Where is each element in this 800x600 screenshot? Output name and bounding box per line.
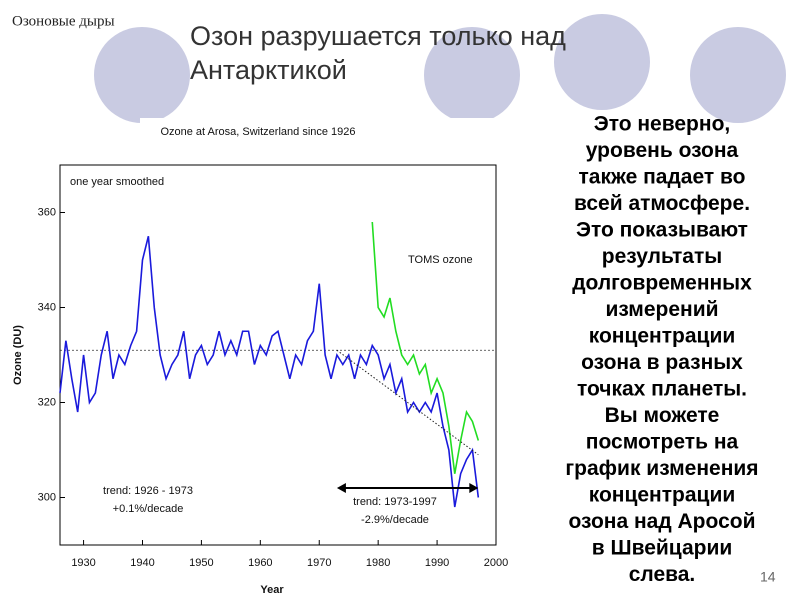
plot-frame xyxy=(59,164,497,546)
annotation: +0.1%/decade xyxy=(113,503,184,515)
body-line: всей атмосфере. xyxy=(574,192,750,215)
body-line: посмотреть на xyxy=(586,431,739,454)
slide-title: Антарктикой xyxy=(190,55,347,85)
body-line: Это неверно, xyxy=(594,113,730,136)
x-tick-label: 1940 xyxy=(130,557,154,569)
body-line: в Швейцарии xyxy=(592,537,733,560)
y-tick-label: 340 xyxy=(38,301,56,313)
annotation: one year smoothed xyxy=(70,176,164,188)
x-label: Year xyxy=(260,584,284,596)
y-tick-label: 320 xyxy=(38,396,56,408)
x-tick-label: 1960 xyxy=(248,557,272,569)
series-line xyxy=(371,221,480,474)
x-tick-label: 1950 xyxy=(189,557,213,569)
chart-title: Ozone at Arosa, Switzerland since 1926 xyxy=(160,126,355,138)
body-line: долговременных xyxy=(572,272,752,295)
body-line: озона в разных xyxy=(581,351,743,374)
y-tick-label: 300 xyxy=(38,491,56,503)
body-line: точках планеты. xyxy=(577,378,747,401)
y-label: Ozone (DU) xyxy=(12,325,24,385)
body-line: уровень озона xyxy=(586,139,739,162)
body-line: измерений xyxy=(605,298,718,321)
body-line: результаты xyxy=(602,245,722,268)
y-tick-label: 360 xyxy=(38,206,56,218)
body-line: слева. xyxy=(629,563,696,586)
x-tick-label: 1990 xyxy=(425,557,449,569)
body-line: график изменения xyxy=(565,457,758,480)
body-line: также падает во xyxy=(579,166,746,189)
body-line: озона над Аросой xyxy=(569,510,756,533)
page-number: 14 xyxy=(760,569,776,585)
annotation: -2.9%/decade xyxy=(361,514,429,526)
body-line: Вы можете xyxy=(605,404,720,427)
x-tick-label: 1930 xyxy=(71,557,95,569)
x-tick-label: 1980 xyxy=(366,557,390,569)
section: Озоновые дыры xyxy=(12,13,115,29)
annotation: TOMS ozone xyxy=(408,254,473,266)
x-tick-label: 1970 xyxy=(307,557,331,569)
x-tick-label: 2000 xyxy=(484,557,508,569)
annotation: trend: 1973-1997 xyxy=(353,496,437,508)
decor xyxy=(94,14,786,123)
body-line: концентрации xyxy=(589,325,736,348)
body-line: Это показывают xyxy=(576,219,748,242)
slide-title: Озон разрушается только над xyxy=(190,21,566,51)
body-line: концентрации xyxy=(589,484,736,507)
annotation: trend: 1926 - 1973 xyxy=(103,485,193,497)
series-line xyxy=(59,236,480,508)
trend-line xyxy=(336,349,479,456)
